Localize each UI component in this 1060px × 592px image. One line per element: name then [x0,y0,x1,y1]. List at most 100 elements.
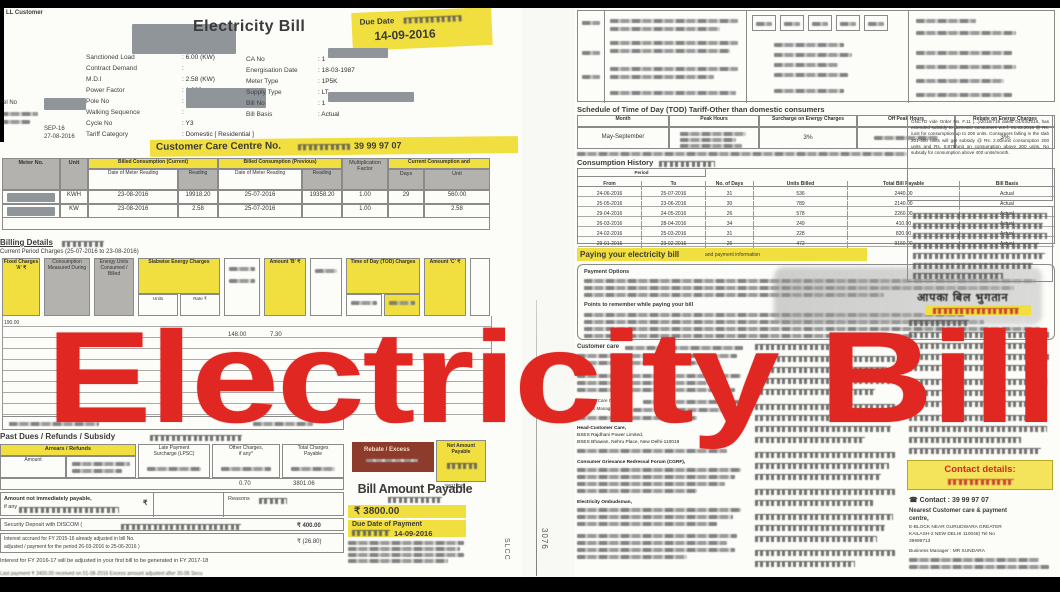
info-row: Sanctioned Load: 6.00 (KW) [86,46,306,61]
tod-rebate-value: 3% [955,127,1055,149]
col-amount-b: Amount 'B' ₹ [264,258,306,316]
illegible-text-line [610,19,738,23]
info-row: Meter Type: 1P5K [246,70,496,85]
billing-charges-table: Fixed Charges 'A' ₹ Consumption Measured… [0,258,492,430]
nearest-centre-line1: Nearest Customer care & payment [909,508,1008,514]
bill-amount-value-band: ₹ 3800.00 [348,505,466,518]
contact-item: Business Manager ( [577,406,618,411]
info-value: : 1 [318,56,326,63]
due-date-label: Due Date [359,16,395,27]
illegible-text-line [774,73,848,77]
illegible-text-line [577,515,733,519]
subsidy-notice-text: GNCTD vide Order No. F.11 (...)/2016/718… [911,119,1049,155]
rebate-excess-box: Rebate / Excess [352,442,434,472]
rate-chip [836,15,860,31]
illegible-text-line [909,558,1039,562]
illegible-text-line [610,75,714,79]
hindi-yellow-band [925,305,1031,315]
bill-month: SEP-16 [44,126,65,132]
illegible-text-line [577,449,727,453]
meter-cell: 29 [388,190,424,204]
billing-grid-body [2,316,492,416]
info-label: Supply Type [246,89,282,96]
serial-number-vertical: 3076 [540,528,549,550]
hindi-heading-line [755,344,851,350]
billing-total-row [2,416,344,430]
info-value: : Y3 [182,120,194,127]
billing-subtitle: Current Period Charges (25-07-2016 to 23… [0,249,139,255]
illegible-text-line [582,51,600,55]
illegible-text-line [577,475,735,479]
illegible-text-line [610,91,736,95]
tel-label: Tel No [0,100,18,106]
illegible-text-line [577,416,697,420]
tod-offpeak-value [857,127,955,149]
due-date-payment-band: Due Date of Payment 14-09-2016 [348,520,466,538]
col-slab-units: Units [138,294,178,316]
info-label: Tariff Category [86,131,129,138]
ch-data-row: 24-06-2016 25-07-2016 31 536 2440.00 Actual [578,187,1054,200]
illegible-text-line [840,22,856,26]
empty-meter-row [2,218,490,230]
due-date-value: 14-09-2016 [373,26,436,44]
hindi-text-line [909,379,1047,385]
tod-col-peak: Peak Hours [669,115,759,127]
centre-address-line2: KAILASH-2 NEW DELHI 110048) Tel No [909,532,995,537]
illegible-text-line [577,381,727,385]
illegible-text-line [0,120,30,124]
tod-peak-value [669,127,759,149]
paying-bill-title: Paying your electricity bill [580,250,680,259]
meter-cell: 19918.20 [178,190,218,204]
col-blur [310,258,342,316]
bill-amount-value: ₹ 3800.00 [354,506,400,517]
tariff-table [577,10,1055,103]
consumption-history-hindi [659,161,715,167]
illegible-text-line [610,49,730,53]
info-row: Pole No: [86,90,306,105]
tod-title: Schedule of Time of Day (TOD) Tariff-Oth… [577,105,825,114]
hindi-text-line [755,474,881,480]
bill-amount-hindi [388,497,442,503]
meter-cell: 2.58 [178,204,218,218]
col-unit2: Unit [424,169,490,190]
illegible-text-line [643,400,739,404]
illegible-text-line [577,152,907,156]
reasons-hindi [259,498,287,504]
fy-adjustment-line: Interest for FY 2016-17 will be adjusted… [0,558,209,564]
hindi-text-line [755,550,895,556]
consumption-history-title: Consumption History [577,158,654,167]
hindi-text-line [755,452,895,458]
illegible-text-line [774,53,852,57]
illegible-text-line [577,489,697,493]
hindi-red-line [933,308,1019,314]
col-blur [224,258,260,316]
illegible-text-line [577,482,725,486]
col-amount-c: Amount 'C' ₹ [424,258,466,316]
col-unit: Unit [60,158,88,190]
illegible-text-line [315,269,337,273]
illegible-text-line [253,422,313,426]
illegible-text-line [625,346,743,350]
not-payable-hindi [19,507,119,513]
interest-row: Interest accrued for FY 2015-16 already … [0,533,344,553]
ombudsman-item: Electricity Ombudsman, [577,500,632,505]
hindi-text-line [755,426,891,432]
col-billed-previous: Billed Consumption (Previous) [218,158,342,169]
past-dues-table: Arrears / Refunds Amount Late Payment Sur… [0,440,492,492]
paying-bill-band: Paying your electricity bill and payment… [577,248,867,261]
hindi-text-line [909,332,1049,338]
illegible-text-line [577,354,737,358]
illegible-text-line [584,334,914,338]
hindi-text-line [909,320,969,326]
illegible-text-line [916,51,1012,55]
units-value: 148.00 [228,332,247,338]
hindi-text-line [913,243,1039,249]
bill-page-right: Schedule of Time of Day (TOD) Tariff-Oth… [575,8,1060,577]
bill-date: 27-08-2016 [44,134,75,140]
hindi-notice-box [907,206,1053,282]
illegible-text-line [916,79,1004,83]
info-label: Bill Basis [246,111,273,118]
amount-not-payable-row: Amount not immediately payable, if any ₹… [0,492,344,517]
info-label: M.D.I [86,76,102,83]
billing-details-title: Billing Details [0,238,53,247]
